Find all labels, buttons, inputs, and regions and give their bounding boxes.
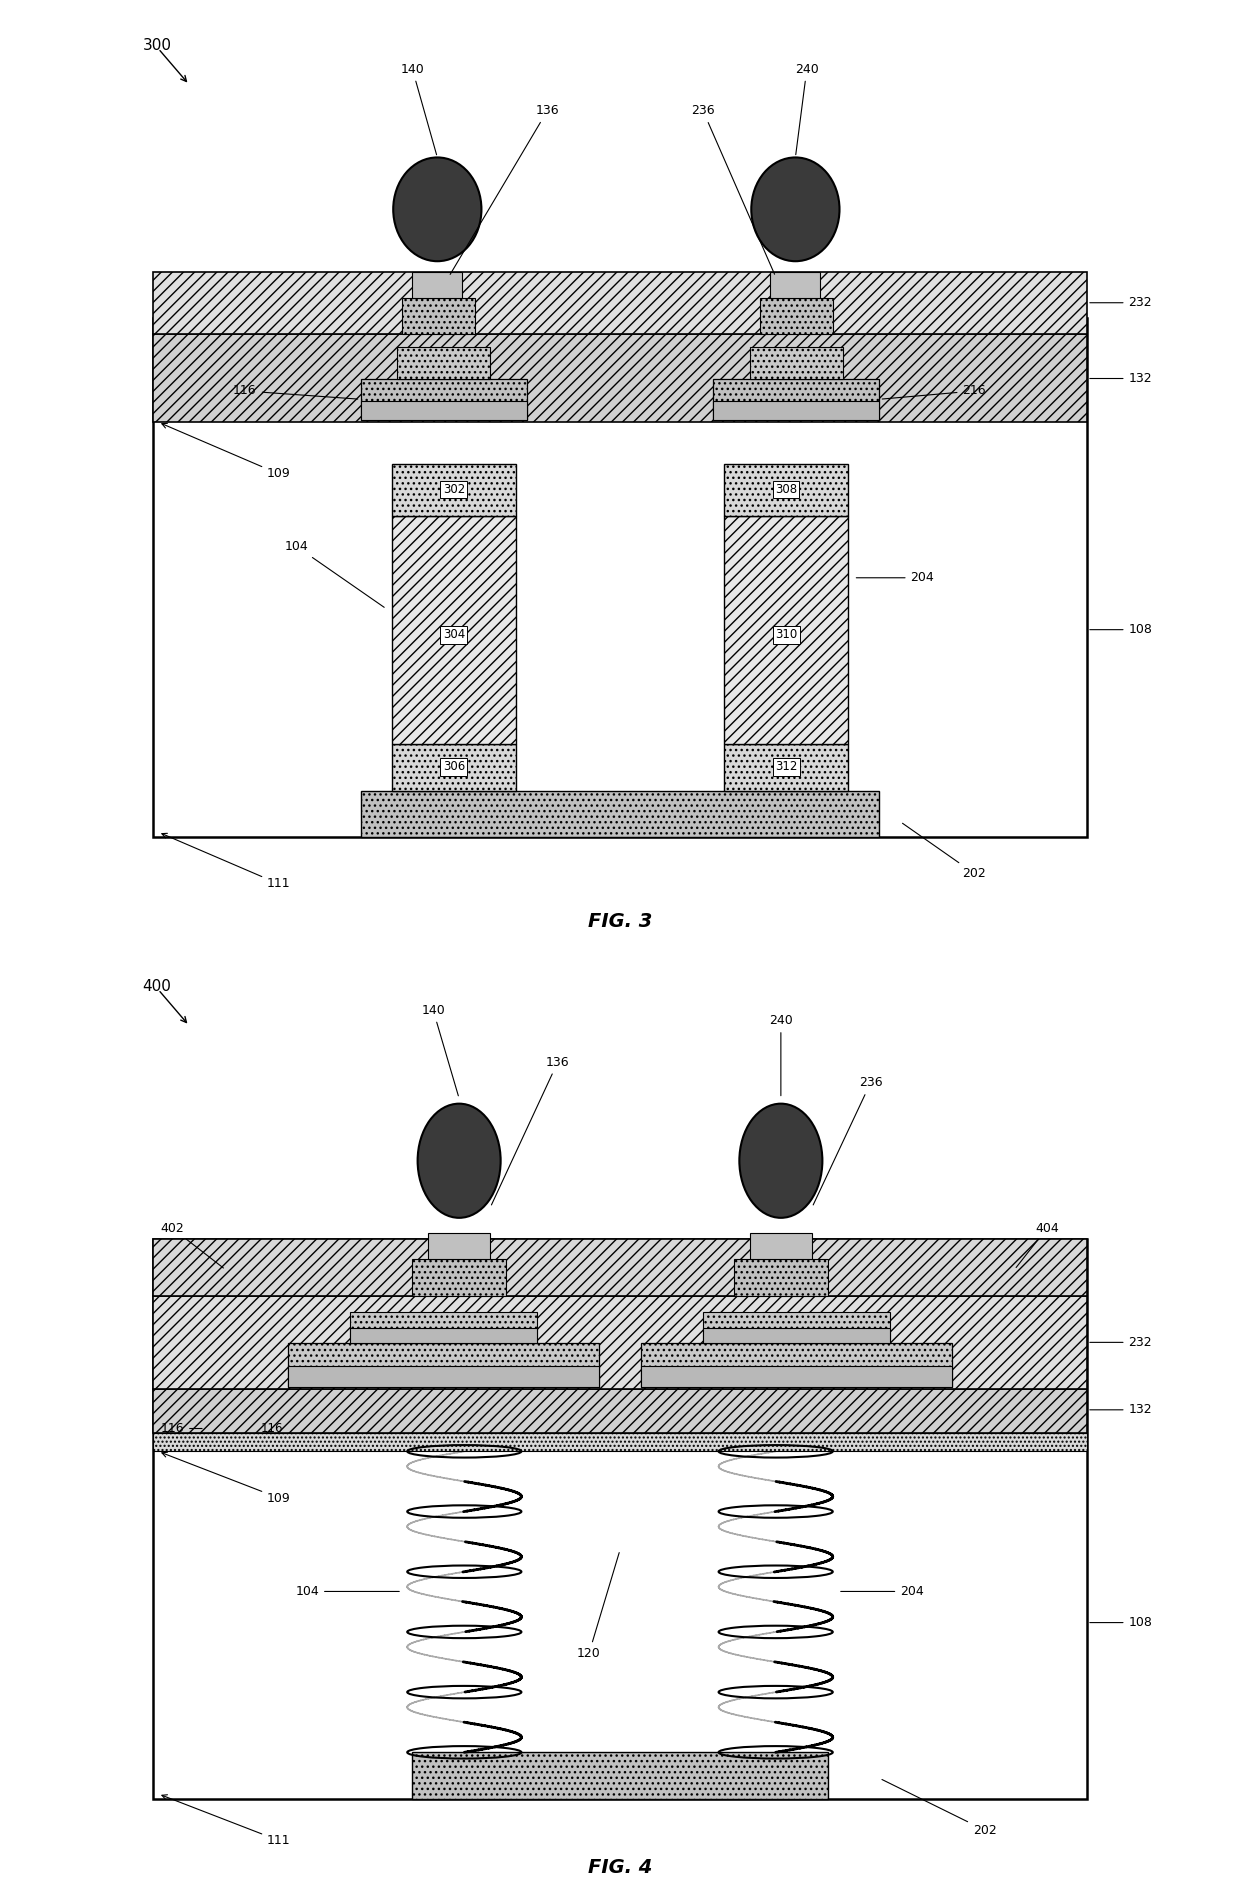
Text: 304: 304: [443, 629, 465, 642]
Bar: [153, 1239, 1087, 1296]
Bar: [713, 400, 879, 419]
Text: 136: 136: [491, 1056, 569, 1205]
Text: 140: 140: [401, 62, 436, 155]
Text: 240: 240: [795, 62, 818, 155]
Text: 300: 300: [143, 38, 171, 53]
Text: 116: 116: [233, 385, 358, 399]
Bar: [402, 298, 475, 334]
Bar: [350, 1313, 537, 1343]
Text: 108: 108: [1090, 1617, 1152, 1628]
Text: 302: 302: [443, 484, 465, 497]
Text: 402: 402: [160, 1222, 223, 1268]
Bar: [153, 272, 1087, 334]
Bar: [392, 744, 516, 790]
Text: FIG. 4: FIG. 4: [588, 1859, 652, 1878]
Text: 108: 108: [1090, 623, 1152, 637]
Text: FIG. 3: FIG. 3: [588, 912, 652, 931]
Bar: [703, 1313, 890, 1343]
Bar: [288, 1366, 599, 1387]
Text: 116: 116: [260, 1422, 283, 1436]
Text: 236: 236: [813, 1077, 883, 1205]
Bar: [361, 790, 879, 837]
Text: 109: 109: [162, 423, 291, 480]
Bar: [392, 463, 516, 516]
Bar: [413, 272, 463, 298]
Bar: [153, 334, 1087, 421]
Text: 136: 136: [450, 104, 559, 274]
Text: 310: 310: [775, 629, 797, 642]
Bar: [153, 1432, 1087, 1451]
Bar: [361, 378, 527, 419]
Ellipse shape: [418, 1103, 501, 1218]
Bar: [361, 400, 527, 419]
Text: 111: 111: [162, 1795, 290, 1847]
Bar: [288, 1343, 599, 1387]
Text: 236: 236: [691, 104, 775, 274]
Bar: [413, 1260, 506, 1296]
Text: 116: 116: [160, 1422, 202, 1436]
Text: 140: 140: [422, 1003, 459, 1096]
Bar: [750, 1234, 812, 1260]
Bar: [641, 1366, 952, 1387]
Bar: [153, 1239, 1087, 1798]
Bar: [724, 516, 848, 744]
Text: 104: 104: [285, 540, 384, 608]
Text: 232: 232: [1090, 1336, 1152, 1349]
Text: 109: 109: [162, 1453, 291, 1504]
Text: 312: 312: [775, 759, 797, 773]
Text: 400: 400: [143, 979, 171, 994]
Text: 202: 202: [882, 1779, 997, 1836]
Text: 308: 308: [775, 484, 797, 497]
Bar: [724, 463, 848, 516]
Bar: [724, 744, 848, 790]
Text: 120: 120: [577, 1553, 619, 1660]
Ellipse shape: [739, 1103, 822, 1218]
Text: 216: 216: [882, 385, 986, 399]
Bar: [153, 1296, 1087, 1388]
Bar: [750, 348, 843, 378]
Ellipse shape: [393, 157, 481, 261]
Text: 204: 204: [841, 1585, 924, 1598]
Bar: [713, 378, 879, 419]
Text: 204: 204: [857, 570, 935, 584]
Bar: [703, 1328, 890, 1343]
Text: 104: 104: [295, 1585, 399, 1598]
Bar: [392, 516, 516, 744]
Bar: [428, 1234, 490, 1260]
Bar: [397, 348, 490, 378]
Text: 132: 132: [1090, 1404, 1152, 1417]
Bar: [153, 319, 1087, 837]
Text: 111: 111: [162, 833, 290, 890]
Bar: [641, 1343, 952, 1387]
Bar: [413, 1753, 827, 1798]
Bar: [734, 1260, 827, 1296]
Bar: [770, 272, 821, 298]
Text: 132: 132: [1090, 372, 1152, 385]
Ellipse shape: [751, 157, 839, 261]
Bar: [153, 1388, 1087, 1432]
Text: 240: 240: [769, 1014, 792, 1096]
Text: 404: 404: [1016, 1222, 1059, 1268]
Bar: [350, 1328, 537, 1343]
Text: 306: 306: [443, 759, 465, 773]
Bar: [760, 298, 833, 334]
Text: 232: 232: [1090, 297, 1152, 310]
Text: 202: 202: [903, 824, 986, 880]
